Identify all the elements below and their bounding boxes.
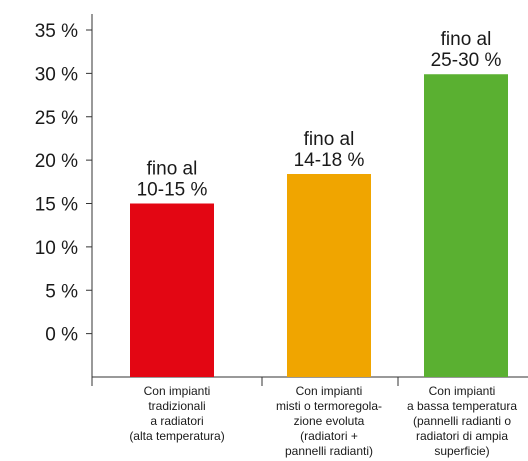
bar-data-label: fino al — [441, 29, 492, 50]
x-category-label: tradizionali — [148, 399, 205, 413]
x-category-label: Con impianti — [296, 384, 363, 398]
y-tick-label: 5 % — [45, 281, 78, 302]
x-category-label: (radiatori + — [300, 429, 358, 443]
x-category-label: zione evoluta — [294, 414, 365, 428]
x-category-label: Con impianti — [144, 384, 211, 398]
bar — [287, 174, 371, 377]
x-category-label: (pannelli radianti o — [413, 414, 511, 428]
bar-data-label: 14-18 % — [294, 150, 365, 171]
x-category-label: radiatori di ampia — [416, 429, 508, 443]
x-category-label: misti o termoregola- — [276, 399, 382, 413]
x-category-label: (alta temperatura) — [129, 429, 224, 443]
y-tick-label: 35 % — [35, 21, 78, 42]
bar-data-label: fino al — [304, 129, 355, 150]
bar-data-label: 25-30 % — [431, 50, 502, 71]
x-category-label: Con impianti — [429, 384, 496, 398]
bar-data-label: 10-15 % — [137, 180, 208, 201]
y-tick-label: 25 % — [35, 108, 78, 129]
bar-data-label: fino al — [147, 159, 198, 180]
y-tick-label: 10 % — [35, 238, 78, 259]
x-category-label: superficie) — [434, 444, 489, 458]
x-category-label: a bassa temperatura — [407, 399, 517, 413]
bar — [424, 74, 508, 378]
x-category-label: pannelli radianti) — [285, 444, 373, 458]
y-tick-label: 20 % — [35, 151, 78, 172]
bar — [130, 203, 214, 377]
y-tick-label: 30 % — [35, 64, 78, 85]
x-category-label: a radiatori — [150, 414, 203, 428]
y-tick-label: 0 % — [45, 325, 78, 346]
y-tick-label: 15 % — [35, 195, 78, 216]
